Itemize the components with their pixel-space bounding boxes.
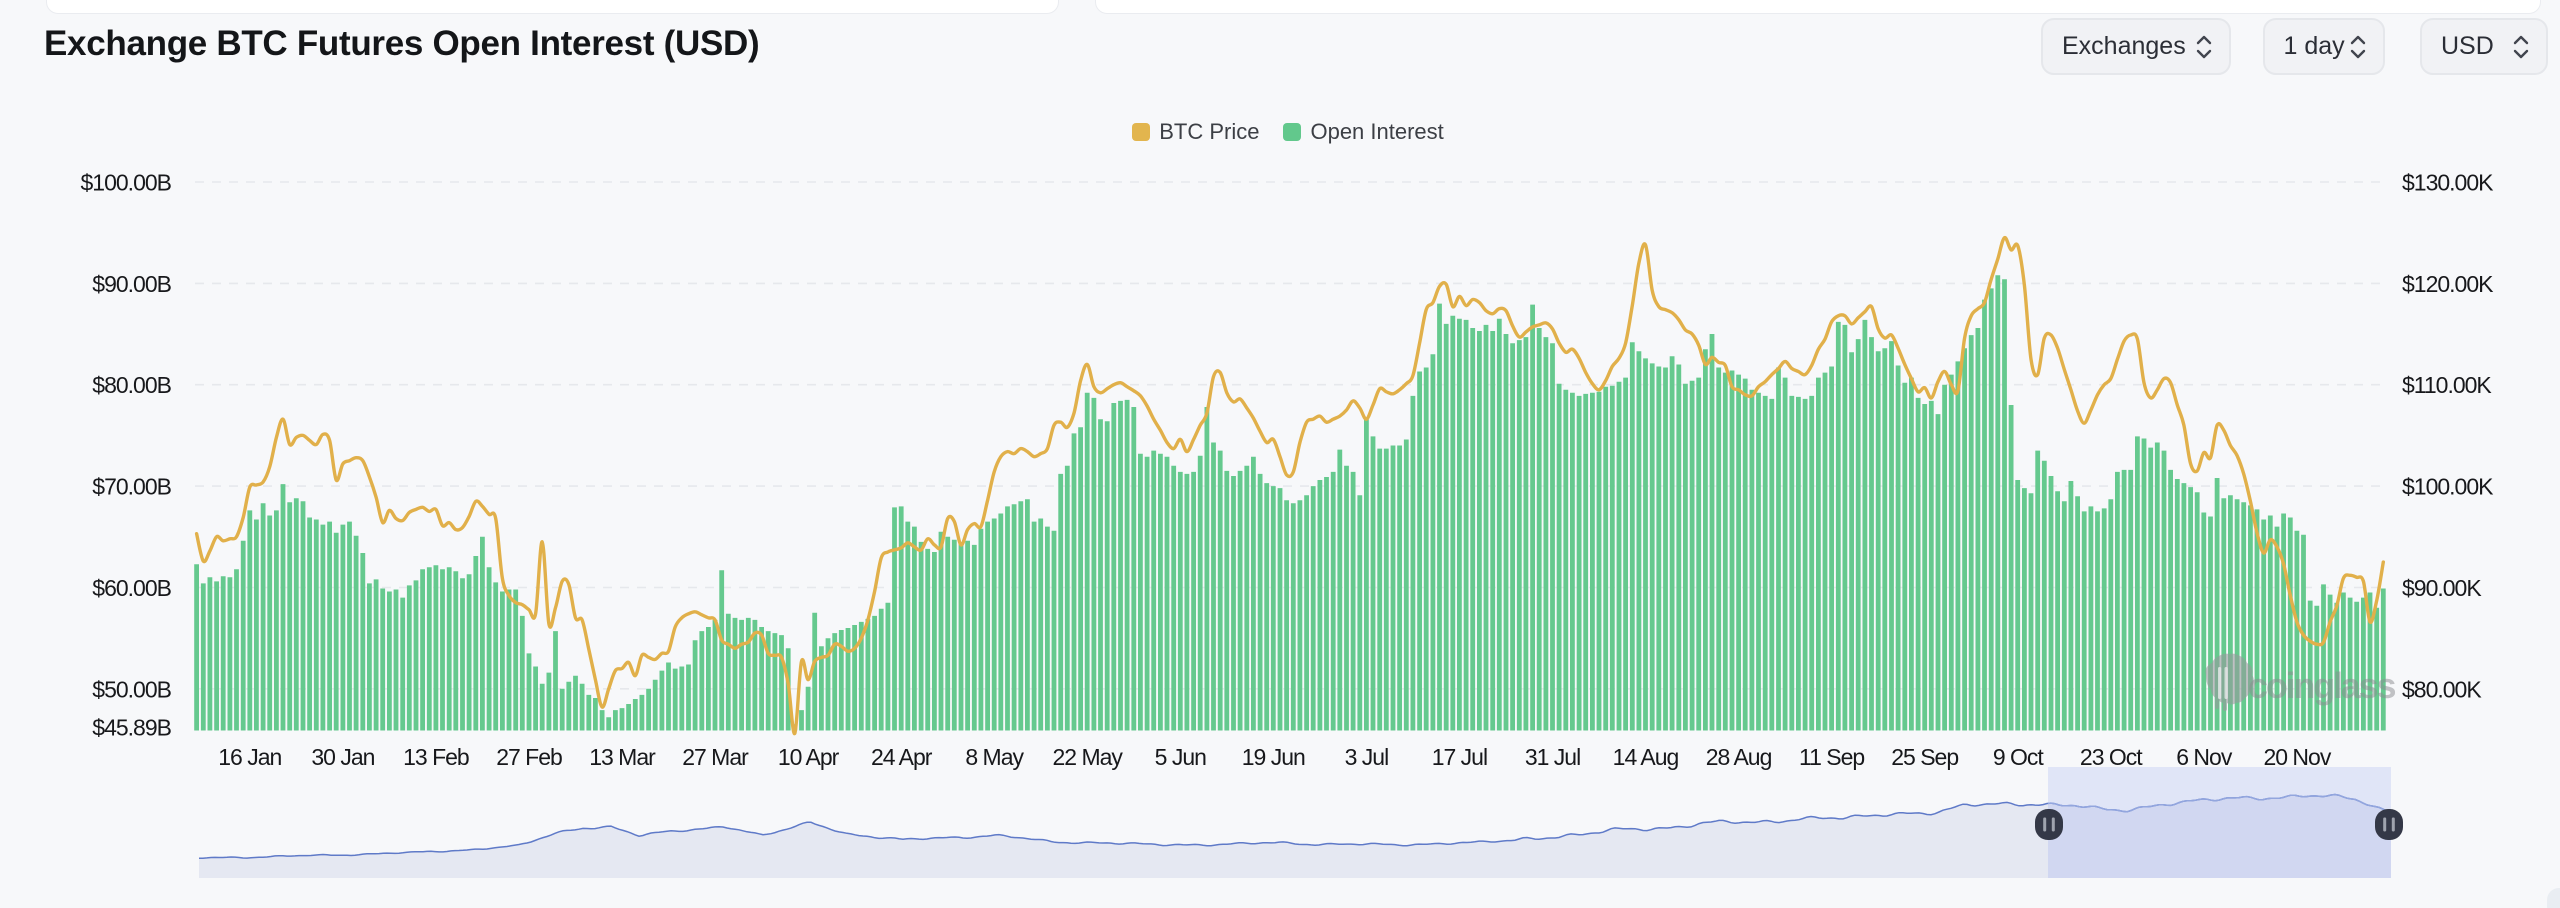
svg-text:10 Apr: 10 Apr — [778, 744, 840, 770]
svg-text:3 Jul: 3 Jul — [1345, 744, 1389, 770]
svg-text:28 Aug: 28 Aug — [1706, 744, 1772, 770]
svg-text:$90.00K: $90.00K — [2402, 575, 2482, 601]
svg-text:23 Oct: 23 Oct — [2080, 744, 2143, 770]
svg-text:$100.00B: $100.00B — [81, 170, 172, 196]
svg-text:$70.00B: $70.00B — [92, 474, 171, 500]
svg-text:$80.00K: $80.00K — [2402, 676, 2482, 702]
svg-text:13 Feb: 13 Feb — [403, 744, 469, 770]
svg-text:$90.00B: $90.00B — [92, 271, 171, 297]
svg-text:31 Jul: 31 Jul — [1525, 744, 1580, 770]
svg-text:$80.00B: $80.00B — [92, 372, 171, 398]
svg-text:11 Sep: 11 Sep — [1799, 744, 1864, 770]
svg-text:17 Jul: 17 Jul — [1432, 744, 1487, 770]
svg-text:$120.00K: $120.00K — [2402, 271, 2494, 297]
svg-text:19 Jun: 19 Jun — [1242, 744, 1305, 770]
svg-text:16 Jan: 16 Jan — [218, 744, 281, 770]
svg-text:22 May: 22 May — [1052, 744, 1123, 770]
svg-text:20 Nov: 20 Nov — [2263, 744, 2331, 770]
svg-text:$50.00B: $50.00B — [92, 676, 171, 702]
svg-text:coinglass: coinglass — [2248, 665, 2395, 706]
svg-text:$130.00K: $130.00K — [2402, 170, 2494, 196]
svg-text:14 Aug: 14 Aug — [1613, 744, 1679, 770]
svg-text:5 Jun: 5 Jun — [1155, 744, 1206, 770]
svg-text:13 Mar: 13 Mar — [589, 744, 656, 770]
svg-text:$60.00B: $60.00B — [92, 575, 171, 601]
svg-text:$100.00K: $100.00K — [2402, 474, 2494, 500]
svg-text:6 Nov: 6 Nov — [2176, 744, 2233, 770]
svg-text:24 Apr: 24 Apr — [871, 744, 933, 770]
svg-text:27 Feb: 27 Feb — [496, 744, 562, 770]
svg-text:27 Mar: 27 Mar — [682, 744, 749, 770]
svg-text:$110.00K: $110.00K — [2402, 372, 2492, 398]
svg-text:$45.89B: $45.89B — [92, 715, 171, 741]
svg-text:8 May: 8 May — [965, 744, 1024, 770]
svg-text:9 Oct: 9 Oct — [1993, 744, 2045, 770]
svg-text:30 Jan: 30 Jan — [311, 744, 374, 770]
svg-text:25 Sep: 25 Sep — [1891, 744, 1958, 770]
